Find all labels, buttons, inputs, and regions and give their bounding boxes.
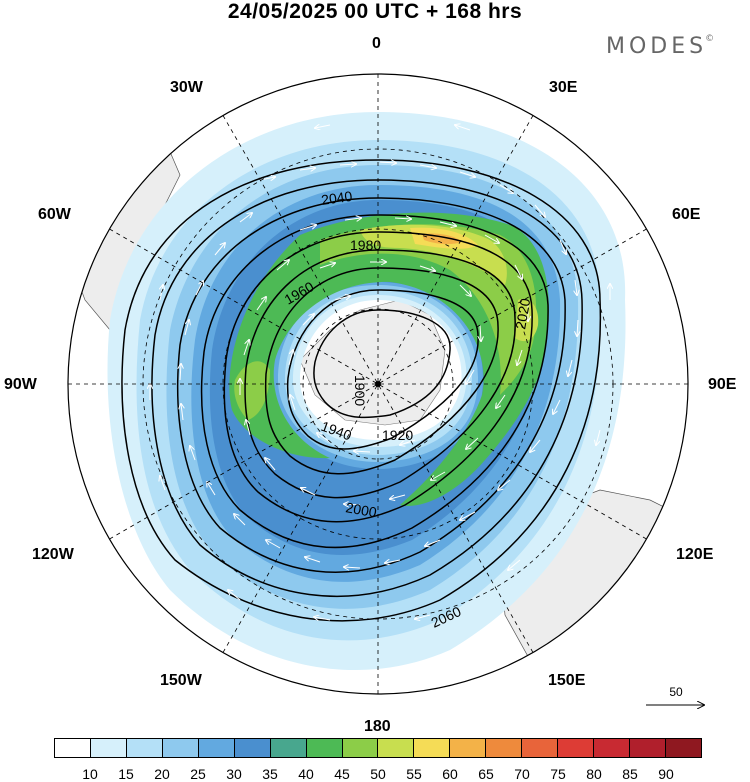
colorbar-tick-label: 25 <box>190 766 206 782</box>
colorbar-cell <box>378 739 415 757</box>
colorbar-cell <box>522 739 559 757</box>
colorbar-cell <box>162 739 199 757</box>
colorbar-cell <box>198 739 235 757</box>
colorbar-tick-label: 80 <box>586 766 602 782</box>
meridian-label-120e: 120E <box>676 546 714 563</box>
reference-vector: 50 <box>646 683 706 701</box>
colorbar-cell <box>594 739 630 757</box>
meridian-label-90e: 90E <box>708 376 737 393</box>
colorbar-tick-label: 45 <box>334 766 350 782</box>
colorbar-tick-label: 75 <box>550 766 566 782</box>
meridian-label-60w: 60W <box>38 206 71 223</box>
colorbar-tick-label: 65 <box>478 766 494 782</box>
colorbar-tick-label: 55 <box>406 766 422 782</box>
colorbar-tick-label: 30 <box>226 766 242 782</box>
meridian-label-90w: 90W <box>4 376 37 393</box>
colorbar-cell <box>630 739 666 757</box>
meridian-label-30e: 30E <box>549 79 578 96</box>
colorbar-ticks: 10 15 20 25 30 35 40 45 50 55 60 65 70 75 80 85 90 <box>54 766 702 782</box>
contour-label-2000: 2000 <box>344 499 378 520</box>
colorbar-cell <box>234 739 271 757</box>
contour-label-1920: 1920 <box>382 427 413 443</box>
colorbar <box>54 738 702 758</box>
colorbar-cell <box>270 739 307 757</box>
colorbar-cell <box>306 739 343 757</box>
wind-vectors <box>150 125 610 620</box>
colorbar-tick-label: 90 <box>658 766 674 782</box>
contour-label-1980: 1980 <box>350 237 381 253</box>
colorbar-cell <box>126 739 163 757</box>
colorbar-tick-label: 10 <box>82 766 98 782</box>
colorbar-cell <box>414 739 451 757</box>
map-title: 24/05/2025 00 UTC + 168 hrs <box>227 0 523 23</box>
geopotential-contours <box>121 159 602 622</box>
colorbar-tick-label: 60 <box>442 766 458 782</box>
meridian-label-180: 180 <box>364 718 391 735</box>
colorbar-cell <box>558 739 595 757</box>
colorbar-tick-label: 70 <box>514 766 530 782</box>
brand-name: MODES <box>606 34 708 59</box>
meridian-label-120w: 120W <box>32 546 74 563</box>
meridian-label-150e: 150E <box>548 672 586 689</box>
colorbar-cell <box>450 739 487 757</box>
meridian-label-60e: 60E <box>672 206 701 223</box>
map-boundary <box>67 73 689 695</box>
meridian-label-0: 0 <box>372 35 381 52</box>
colorbar-tick-label: 35 <box>262 766 278 782</box>
meridian-label-30w: 30W <box>170 79 203 96</box>
colorbar-cell <box>55 739 91 757</box>
colorbar-cell <box>342 739 379 757</box>
graticule <box>68 74 688 694</box>
colorbar-tick-label: 40 <box>298 766 314 782</box>
colorbar-tick-label: 85 <box>622 766 638 782</box>
colorbar-cell <box>665 739 701 757</box>
brand-logo: MODES© <box>606 34 714 59</box>
colorbar-tick-label: 20 <box>154 766 170 782</box>
contour-label-1900: 1900 <box>352 375 368 406</box>
copyright-mark: © <box>705 34 715 44</box>
south-pole-marker <box>375 381 381 387</box>
colorbar-cell <box>90 739 127 757</box>
reference-vector-label: 50 <box>669 685 683 699</box>
colorbar-tick-label: 50 <box>370 766 386 782</box>
contour-label-2040: 2040 <box>320 188 353 208</box>
colorbar-tick-label: 15 <box>118 766 134 782</box>
colorbar-cell <box>486 739 523 757</box>
contour-label-2020: 2020 <box>512 297 533 331</box>
meridian-label-150w: 150W <box>160 672 202 689</box>
